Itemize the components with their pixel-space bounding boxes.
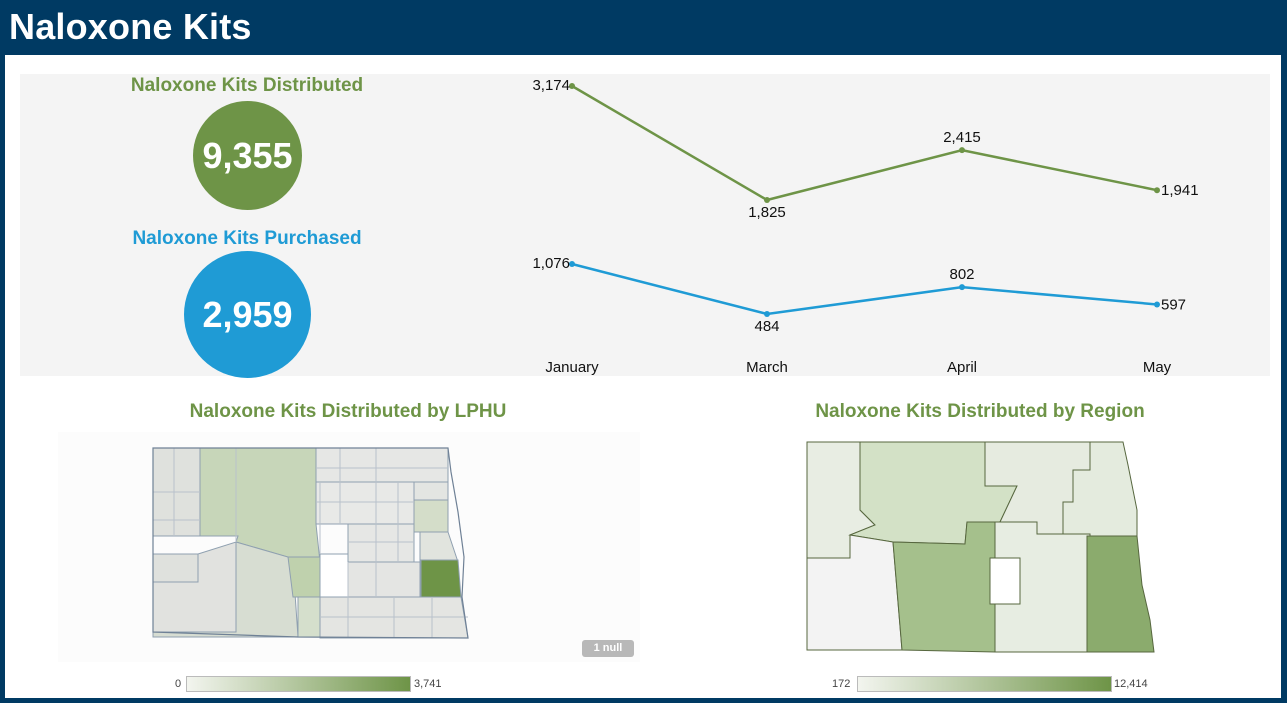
region-legend-max: 12,414 [1114,678,1148,690]
region-legend-bar [857,676,1112,692]
distributed-data-label: 2,415 [943,129,981,146]
distributed-data-label: 3,174 [532,77,570,94]
purchased-point[interactable] [569,261,575,267]
distributed-point[interactable] [959,147,965,154]
distributed-point[interactable] [764,197,770,203]
purchased-kpi-label: Naloxone Kits Purchased [132,228,362,249]
distributed-kpi-circle: 9,355 [193,101,302,210]
distributed-kpi-value: 9,355 [202,134,293,176]
purchased-point[interactable] [1154,301,1160,308]
x-axis-tick-label: March [746,359,788,376]
lphu-highest[interactable] [420,559,462,598]
purchased-data-label: 597 [1161,296,1186,313]
purchased-kpi-value: 2,959 [202,293,293,335]
purchased-point[interactable] [764,311,770,317]
lphu-legend-bar [186,676,411,692]
page-title: Naloxone Kits [9,6,252,47]
kits-trend-line-chart: 3,174 1,825 2,415 1,941 1,076 484 802 597 Januar… [532,77,1199,376]
lphu-choropleth-map[interactable] [58,432,640,662]
region-null-area[interactable] [989,557,1021,605]
purchased-data-label: 802 [949,266,974,283]
lphu-northeast-green[interactable] [413,499,449,533]
region-choropleth-map[interactable] [805,440,1157,654]
lphu-north-middle[interactable] [315,481,415,525]
lphu-west-north[interactable] [152,447,201,583]
region-map-title: Naloxone Kits Distributed by Region [815,401,1145,422]
purchased-data-label: 484 [754,318,779,335]
region-legend-min: 172 [832,678,851,690]
x-axis-tick-label: May [1143,359,1172,376]
distributed-data-label: 1,941 [1161,182,1199,199]
lphu-central-west[interactable] [287,556,321,598]
x-axis-tick-label: April [947,359,977,376]
lphu-central-null[interactable] [319,553,349,598]
lphu-east-lower[interactable] [347,561,421,598]
distributed-data-label: 1,825 [748,204,786,221]
lphu-legend-min: 0 [175,678,182,690]
lphu-north-east-band[interactable] [315,447,449,483]
purchased-data-label: 1,076 [532,255,570,272]
distributed-point[interactable] [569,83,575,89]
distributed-point[interactable] [1154,187,1160,194]
purchased-series-line [571,262,1158,316]
purchased-point[interactable] [959,284,965,291]
region-east[interactable] [1086,535,1155,653]
distributed-series-line [571,84,1158,202]
x-axis-tick-label: January [545,359,599,376]
lphu-legend-max: 3,741 [414,678,442,690]
lphu-east-middle[interactable] [347,523,415,563]
purchased-kpi-circle: 2,959 [184,251,311,378]
lphu-map-title: Naloxone Kits Distributed by LPHU [189,401,507,422]
distributed-kpi-label: Naloxone Kits Distributed [130,75,364,96]
null-badge[interactable]: 1 null [582,640,634,657]
